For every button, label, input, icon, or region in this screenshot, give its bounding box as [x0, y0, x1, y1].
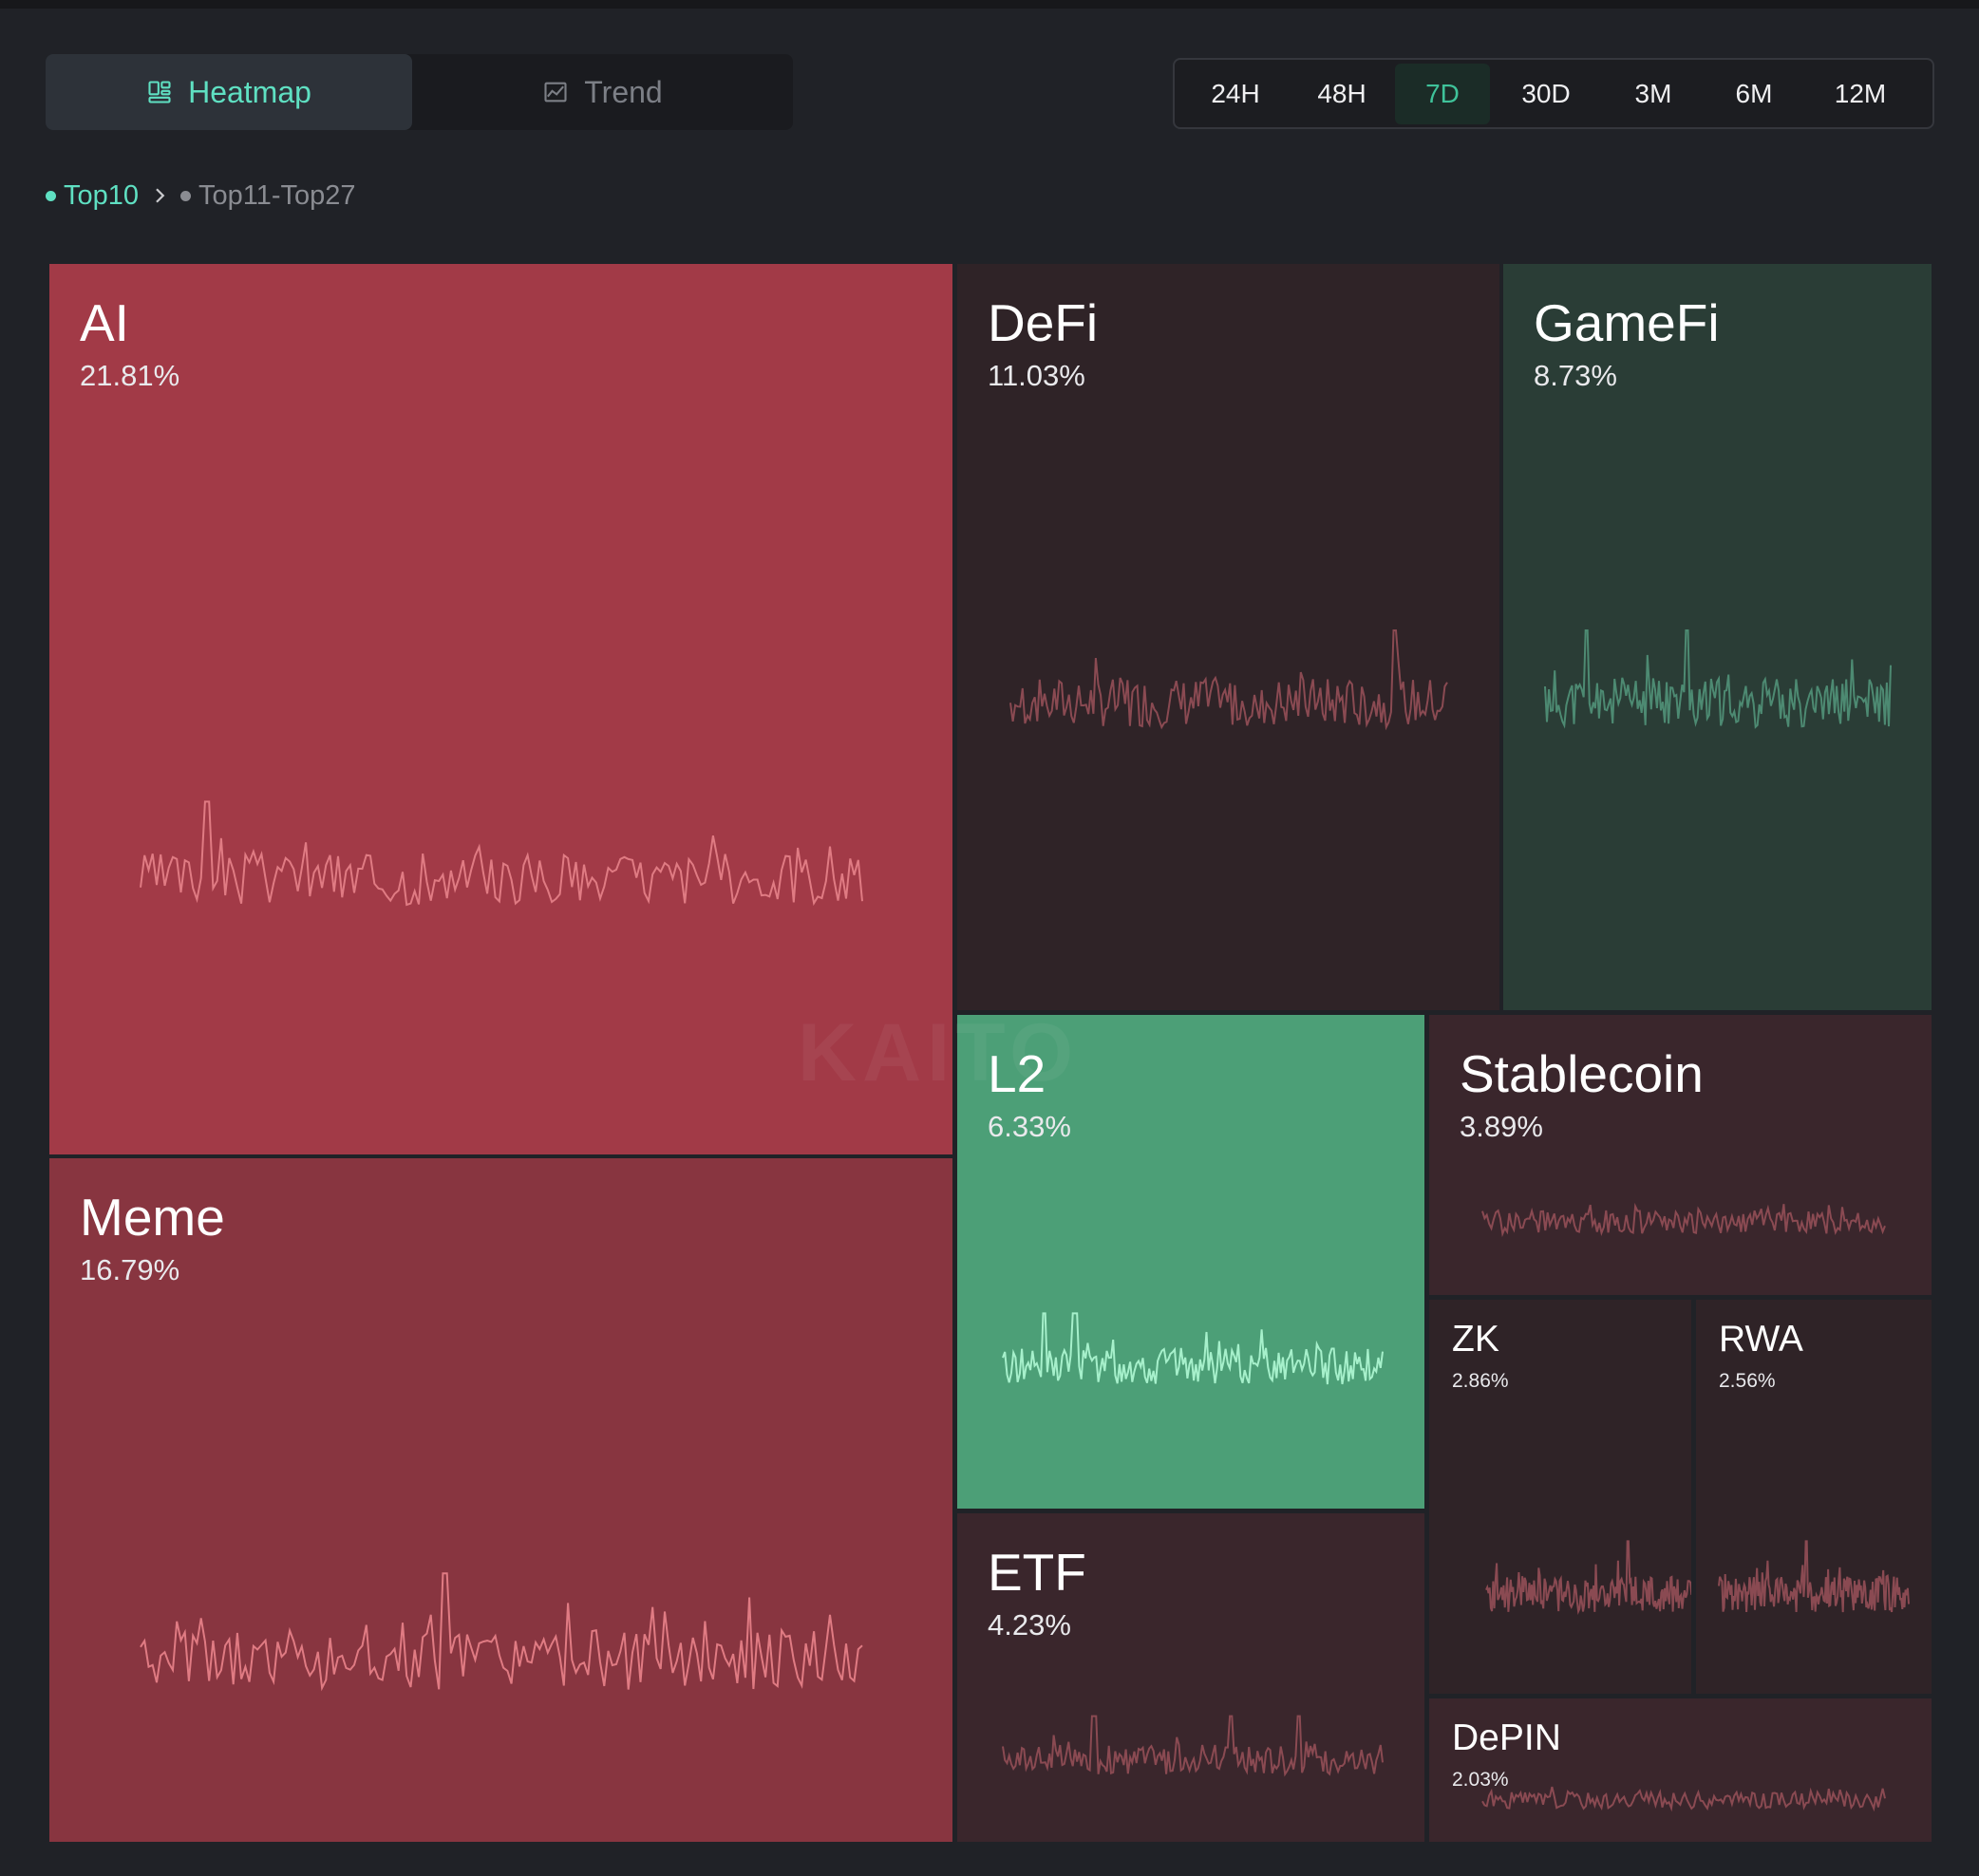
tile-etf[interactable]: ETF 4.23% [957, 1513, 1424, 1842]
tile-percent: 6.33% [988, 1110, 1071, 1143]
active-dot-icon [46, 190, 56, 201]
chevron-right-icon [139, 187, 180, 204]
range-30d[interactable]: 30D [1521, 78, 1571, 108]
heatmap-tab[interactable]: Heatmap [46, 54, 412, 130]
tile-name: ZK [1452, 1319, 1499, 1360]
tile-name: GameFi [1534, 293, 1720, 352]
sparkline [1485, 1540, 1691, 1615]
tile-rwa[interactable]: RWA 2.56% [1696, 1300, 1932, 1694]
sparkline-path [140, 800, 863, 907]
range-3m[interactable]: 3M [1634, 78, 1672, 108]
sparkline-path [1002, 1312, 1384, 1385]
top-border [0, 0, 1979, 9]
tile-name: ETF [988, 1543, 1086, 1602]
sparkline-path [1481, 1786, 1886, 1812]
tile-name: RWA [1719, 1319, 1803, 1360]
tile-percent: 3.89% [1460, 1110, 1543, 1143]
sparkline [1002, 1312, 1384, 1385]
heatmap-tab-label: Heatmap [188, 74, 311, 109]
sparkline-path [1002, 1715, 1384, 1777]
range-12m[interactable]: 12M [1834, 78, 1887, 108]
tile-percent: 2.86% [1452, 1370, 1509, 1392]
trend-tab[interactable]: Trend [412, 54, 793, 130]
breadcrumb-top10[interactable]: Top10 [46, 180, 139, 212]
tile-stablecoin[interactable]: Stablecoin 3.89% [1429, 1015, 1932, 1295]
tile-l2[interactable]: L2 6.33% [957, 1015, 1424, 1509]
tile-name: Meme [80, 1188, 225, 1247]
tile-percent: 2.03% [1452, 1769, 1509, 1791]
trend-tab-label: Trend [584, 74, 663, 109]
time-range-selector: 24H 48H 7D 30D 3M 6M 12M [1173, 58, 1934, 129]
sparkline-path [140, 1572, 863, 1692]
breadcrumb: Top10 Top11-Top27 [46, 177, 356, 215]
range-7d[interactable]: 7D [1395, 63, 1490, 124]
range-6m[interactable]: 6M [1735, 78, 1773, 108]
sparkline [1481, 1786, 1886, 1812]
tile-name: L2 [988, 1044, 1046, 1103]
tile-name: AI [80, 293, 129, 352]
tile-gamefi[interactable]: GameFi 8.73% [1503, 264, 1932, 1010]
tile-ai[interactable]: AI 21.81% [49, 264, 952, 1154]
sparkline-path [1009, 629, 1448, 731]
sparkline-path [1481, 1202, 1886, 1238]
breadcrumb-top11-top27-label: Top11-Top27 [198, 179, 356, 211]
inactive-dot-icon [180, 190, 192, 201]
trend-chart-icon [544, 82, 567, 103]
heatmap-icon [148, 81, 171, 103]
tile-percent: 11.03% [988, 359, 1085, 392]
range-24h[interactable]: 24H [1211, 78, 1260, 108]
tile-percent: 4.23% [988, 1608, 1071, 1642]
sparkline [1002, 1715, 1384, 1777]
breadcrumb-top11-top27[interactable]: Top11-Top27 [180, 180, 356, 212]
sparkline-path [1544, 629, 1892, 729]
sparkline [140, 800, 863, 907]
tile-depin[interactable]: DePIN 2.03% [1429, 1698, 1932, 1842]
range-48h[interactable]: 48H [1317, 78, 1366, 108]
tile-zk[interactable]: ZK 2.86% [1429, 1300, 1691, 1694]
breadcrumb-top10-label: Top10 [64, 179, 140, 211]
view-toggle: Heatmap Trend [46, 54, 793, 130]
sparkline-path [1485, 1540, 1691, 1615]
sparkline [1718, 1540, 1910, 1613]
sparkline-path [1718, 1540, 1910, 1613]
tile-percent: 8.73% [1534, 359, 1617, 392]
tile-percent: 16.79% [80, 1253, 180, 1286]
tile-percent: 21.81% [80, 359, 180, 392]
sparkline [140, 1572, 863, 1692]
tile-defi[interactable]: DeFi 11.03% [957, 264, 1499, 1010]
tile-meme[interactable]: Meme 16.79% [49, 1158, 952, 1842]
tile-percent: 2.56% [1719, 1370, 1776, 1392]
tile-name: Stablecoin [1460, 1044, 1704, 1103]
sparkline [1481, 1202, 1886, 1238]
sparkline [1544, 629, 1892, 729]
sparkline [1009, 629, 1448, 731]
tile-name: DeFi [988, 293, 1099, 352]
tile-name: DePIN [1452, 1717, 1561, 1758]
